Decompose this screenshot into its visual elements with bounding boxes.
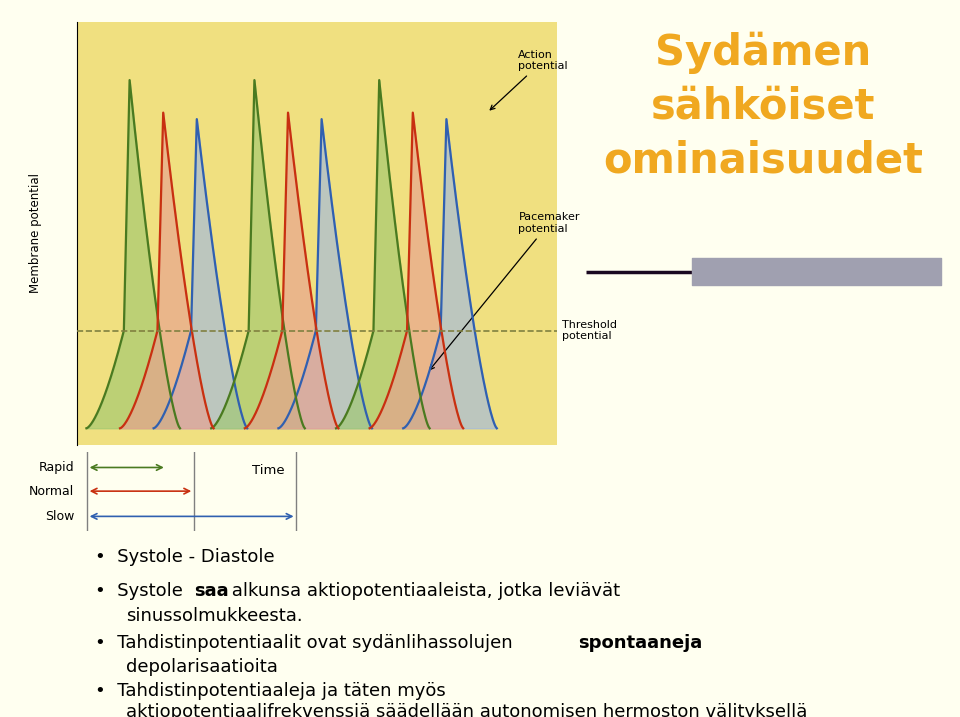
- Text: sinussolmukkeesta.: sinussolmukkeesta.: [126, 607, 302, 625]
- Text: Membrane potential: Membrane potential: [30, 173, 42, 293]
- Text: Action
potential: Action potential: [491, 49, 568, 110]
- Text: Rapid: Rapid: [38, 461, 74, 474]
- Text: saa: saa: [194, 582, 228, 601]
- Text: depolarisaatioita: depolarisaatioita: [126, 658, 278, 676]
- Text: Slow: Slow: [45, 510, 74, 523]
- Text: •  Systole: • Systole: [95, 582, 188, 601]
- Text: aktiopotentiaalifrekvenssiä säädellään autonomisen hermoston välityksellä: aktiopotentiaalifrekvenssiä säädellään a…: [126, 703, 807, 717]
- Text: alkunsa aktiopotentiaaleista, jotka leviävät: alkunsa aktiopotentiaaleista, jotka levi…: [226, 582, 620, 601]
- Text: Pacemaker
potential: Pacemaker potential: [430, 212, 580, 370]
- Text: Threshold
potential: Threshold potential: [562, 320, 616, 341]
- Text: •  Tahdistinpotentiaaleja ja täten myös: • Tahdistinpotentiaaleja ja täten myös: [95, 683, 445, 701]
- Text: Sydämen
sähköiset
ominaisuudet: Sydämen sähköiset ominaisuudet: [603, 32, 924, 181]
- Text: •  Systole - Diastole: • Systole - Diastole: [95, 548, 275, 566]
- Text: Time: Time: [252, 464, 285, 477]
- Text: spontaaneja: spontaaneja: [578, 634, 703, 652]
- Text: •  Tahdistinpotentiaalit ovat sydänlihassolujen: • Tahdistinpotentiaalit ovat sydänlihass…: [95, 634, 518, 652]
- Text: Normal: Normal: [29, 485, 74, 498]
